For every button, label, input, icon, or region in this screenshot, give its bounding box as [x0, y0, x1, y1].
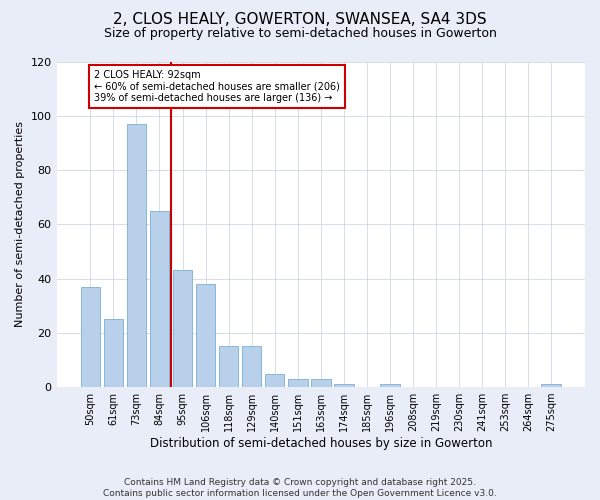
Bar: [196, 284, 215, 387]
Text: Contains HM Land Registry data © Crown copyright and database right 2025.
Contai: Contains HM Land Registry data © Crown c…: [103, 478, 497, 498]
Y-axis label: Number of semi-detached properties: Number of semi-detached properties: [15, 122, 25, 328]
X-axis label: Distribution of semi-detached houses by size in Gowerton: Distribution of semi-detached houses by …: [149, 437, 492, 450]
Text: 2, CLOS HEALY, GOWERTON, SWANSEA, SA4 3DS: 2, CLOS HEALY, GOWERTON, SWANSEA, SA4 3D…: [113, 12, 487, 28]
Bar: [288, 379, 308, 387]
Bar: [265, 374, 284, 387]
Bar: [242, 346, 262, 387]
Bar: [104, 320, 123, 387]
Text: Size of property relative to semi-detached houses in Gowerton: Size of property relative to semi-detach…: [104, 28, 496, 40]
Bar: [127, 124, 146, 387]
Bar: [541, 384, 561, 387]
Bar: [219, 346, 238, 387]
Bar: [334, 384, 353, 387]
Bar: [311, 379, 331, 387]
Bar: [173, 270, 193, 387]
Bar: [149, 210, 169, 387]
Bar: [380, 384, 400, 387]
Bar: [80, 286, 100, 387]
Text: 2 CLOS HEALY: 92sqm
← 60% of semi-detached houses are smaller (206)
39% of semi-: 2 CLOS HEALY: 92sqm ← 60% of semi-detach…: [94, 70, 340, 103]
